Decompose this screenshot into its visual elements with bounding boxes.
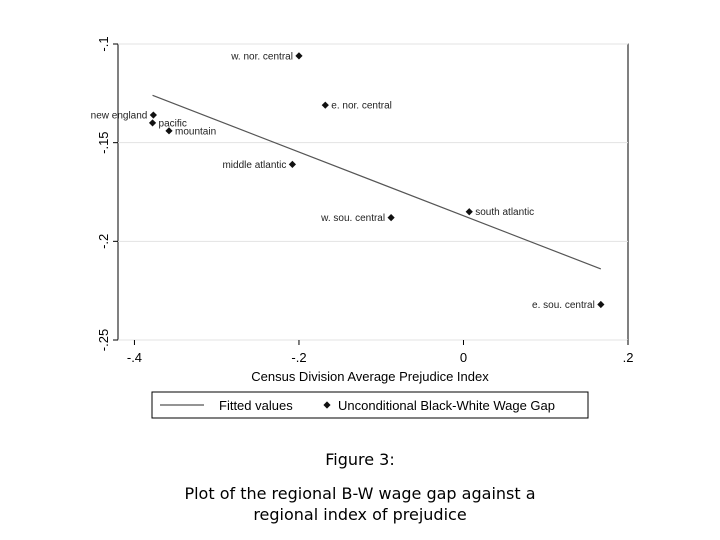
plot-area <box>117 43 629 341</box>
x-axis-ticks: -.4 -.2 0 .2 <box>127 340 634 365</box>
y-axis-ticks: -.1 -.15 -.2 -.25 <box>96 36 118 351</box>
point-label: w. sou. central <box>320 213 385 224</box>
legend-marker-swatch <box>323 401 331 409</box>
y-tick-label: -.1 <box>96 36 111 51</box>
figure-caption-line-2: regional index of prejudice <box>253 505 467 524</box>
data-point <box>597 300 605 309</box>
data-point <box>321 101 329 109</box>
fitted-line <box>152 94 602 270</box>
x-tick-label: -.4 <box>127 350 142 365</box>
points-layer: w. nor. central e. nor. central new englan… <box>91 51 605 311</box>
y-tick-label: -.25 <box>96 329 111 351</box>
point-label: south atlantic <box>475 207 534 218</box>
fitted-line-layer <box>152 94 602 270</box>
x-tick-label: -.2 <box>291 350 306 365</box>
data-point <box>288 160 296 168</box>
y-tick-label: -.15 <box>96 131 111 153</box>
gridlines <box>118 43 628 341</box>
legend-box <box>151 391 589 419</box>
x-tick-label: 0 <box>460 350 467 365</box>
point-label: mountain <box>175 126 216 137</box>
figure-caption-line-1: Plot of the regional B-W wage gap agains… <box>184 484 536 503</box>
figure-number: Figure 3: <box>325 450 395 469</box>
point-label: new england <box>91 111 148 122</box>
point-label: w. nor. central <box>230 51 293 62</box>
point-label: middle atlantic <box>222 160 286 171</box>
y-tick-label: -.2 <box>96 234 111 249</box>
data-point <box>148 119 157 127</box>
data-point <box>149 111 157 119</box>
point-label: pacific <box>159 118 187 129</box>
point-label: e. nor. central <box>331 101 392 112</box>
data-point <box>387 214 395 222</box>
data-point <box>465 208 473 216</box>
scatter-chart: -.1 -.15 -.2 -.25 -.4 -.2 0 .2 Census Division… <box>91 36 634 419</box>
legend: Fitted values Unconditional Black-White W… <box>151 391 589 419</box>
point-label: e. sou. central <box>532 300 595 311</box>
x-tick-label: .2 <box>623 350 634 365</box>
x-axis-label: Census Division Average Prejudice Index <box>251 369 489 384</box>
legend-label-fitted: Fitted values <box>219 398 293 413</box>
data-point <box>295 52 303 60</box>
legend-label-wage-gap: Unconditional Black-White Wage Gap <box>338 398 555 413</box>
data-point <box>165 127 173 135</box>
